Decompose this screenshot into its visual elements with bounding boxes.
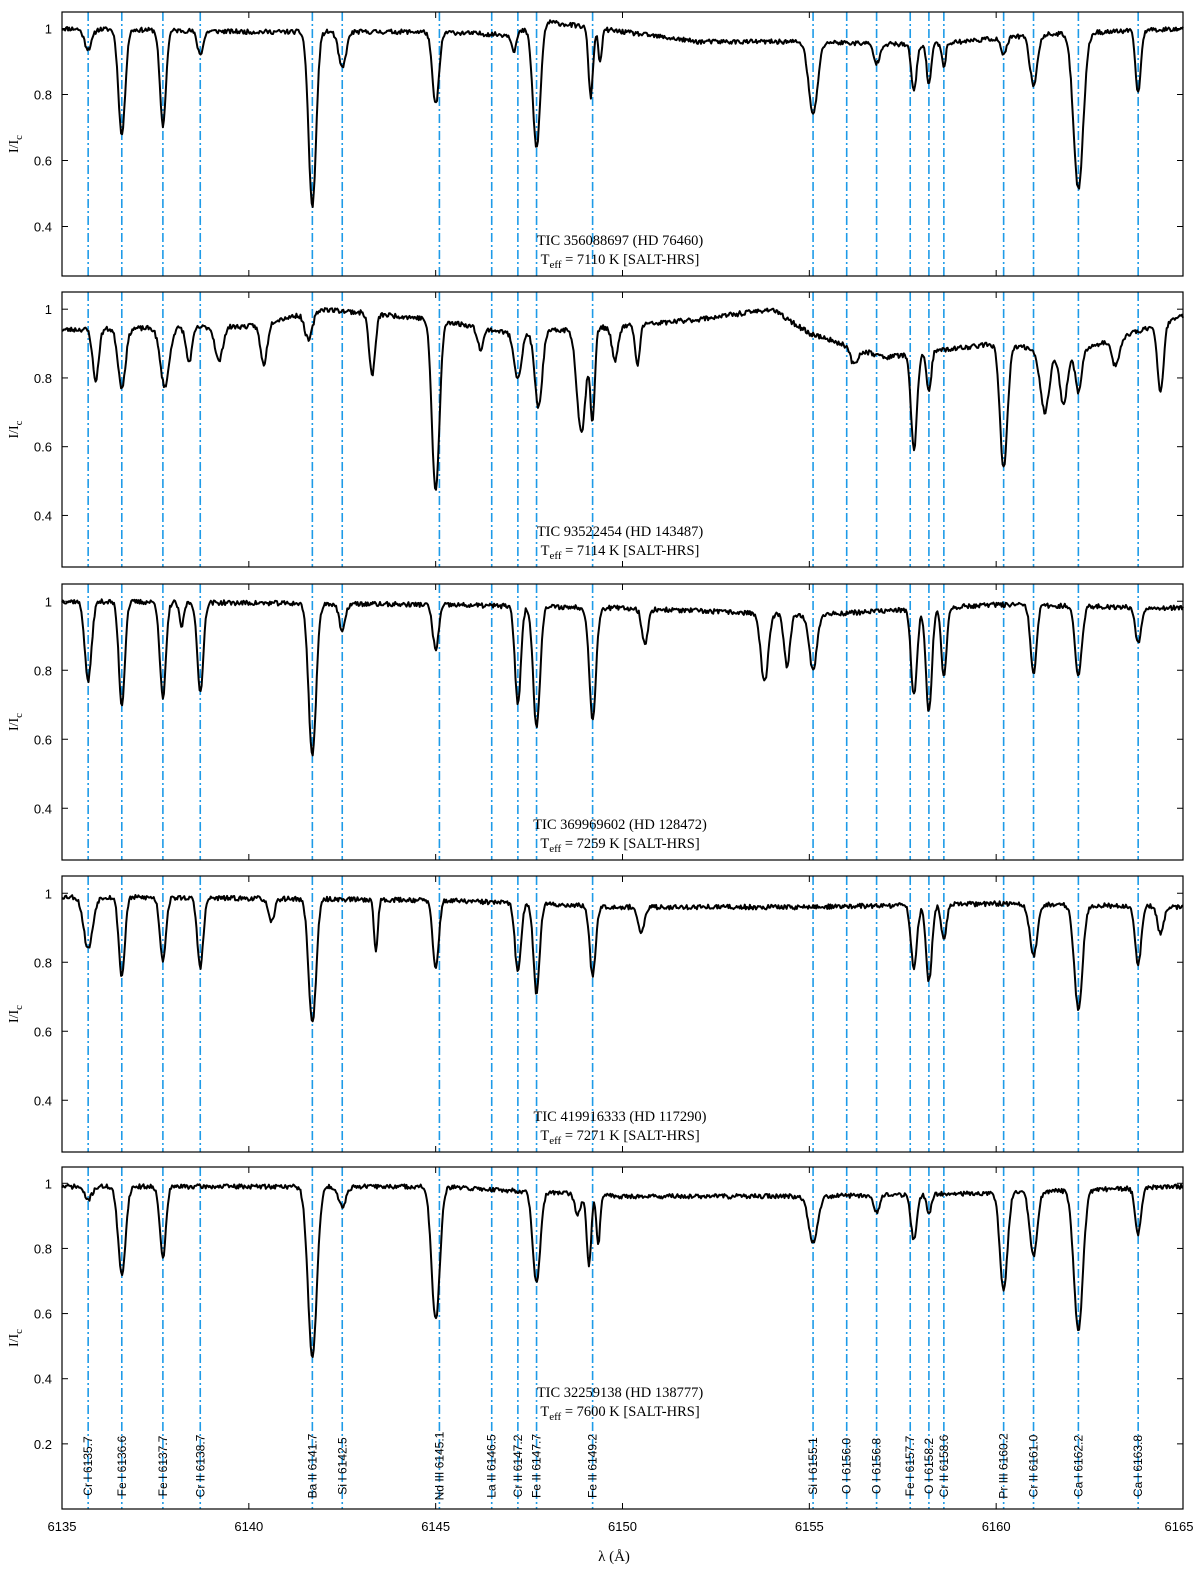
line-id-label: Fe II 6149.2 [586,1434,600,1498]
y-tick-label: 0.8 [34,663,52,678]
star-name: TIC 356088697 (HD 76460) [537,233,704,249]
line-id-label: Ba II 6141.7 [305,1433,319,1498]
line-id-label: O I 6158.2 [922,1438,936,1494]
line-id-label: Cr II 6158.6 [937,1434,951,1497]
y-axis-label: I/Ic [7,1329,25,1347]
star-temperature: Teff = 7600 K [SALT-HRS] [540,1404,699,1423]
y-tick-label: 1 [45,22,52,37]
y-tick-label: 0.4 [34,1372,52,1387]
spectrum-panel: 0.2 0.4 0.6 0.8 1 I/Ic TIC 32259138 (HD 138777… [7,1166,1184,1510]
star-name: TIC 419916333 (HD 117290) [533,1109,706,1125]
y-tick-label: 0.6 [34,440,52,455]
star-temperature: Teff = 7259 K [SALT-HRS] [540,836,699,855]
line-id-label: Cr II 6138.7 [193,1434,207,1497]
spectrum-line [61,598,1184,757]
spectrum-panel: 0.4 0.6 0.8 1 I/Ic TIC 93522454 (HD 143487) Te… [7,291,1184,568]
star-name: TIC 369969602 (HD 128472) [533,817,707,833]
x-tick-label: 6145 [421,1519,450,1534]
line-id-label: Cr I 6135.7 [81,1436,95,1496]
y-tick-label: 0.4 [34,508,52,523]
y-tick-label: 1 [45,1176,52,1191]
x-axis-label: λ (Å) [598,1549,630,1565]
y-tick-label: 0.6 [34,1307,52,1322]
x-tick-label: 6165 [1165,1519,1194,1534]
line-id-label: Fe I 6136.6 [115,1435,129,1496]
line-id-label: Si I 6155.1 [806,1437,820,1495]
y-tick-label: 1 [45,302,52,317]
y-axis-label: I/Ic [7,420,25,438]
spectrum-line [61,1183,1184,1358]
y-tick-label: 1 [45,886,52,901]
spectrum-panel: 0.4 0.6 0.8 1 I/Ic TIC 369969602 (HD 128472) T… [7,583,1184,861]
spectrum-line [61,307,1184,491]
line-id-label: Si I 6142.5 [335,1437,349,1495]
line-labels-layer: Cr I 6135.7 Fe I 6136.6 Fe I 6137.7 Cr II 6… [81,1431,1145,1500]
y-tick-label: 0.8 [34,88,52,103]
line-id-label: Nd III 6145.1 [432,1431,446,1500]
line-id-label: Fe I 6157.7 [903,1435,917,1496]
panels-layer: 0.4 0.6 0.8 1 I/Ic TIC 356088697 (HD 76460) Te… [7,11,1184,1510]
line-id-label: O I 6156.8 [870,1438,884,1494]
star-name: TIC 32259138 (HD 138777) [537,1385,704,1401]
star-name: TIC 93522454 (HD 143487) [537,524,704,540]
line-id-label: Cr II 6147.2 [511,1434,525,1497]
x-tick-label: 6135 [48,1519,77,1534]
line-id-label: O I 6156.0 [840,1438,854,1494]
star-temperature: Teff = 7110 K [SALT-HRS] [541,252,700,271]
line-id-label: Pr III 6160.2 [997,1433,1011,1499]
star-temperature: Teff = 7271 K [SALT-HRS] [540,1128,699,1147]
y-tick-label: 1 [45,594,52,609]
x-tick-label: 6155 [795,1519,824,1534]
x-tick-label: 6150 [608,1519,637,1534]
line-id-label: La II 6146.5 [485,1434,499,1498]
y-tick-label: 0.4 [34,220,52,235]
x-tick-label: 6140 [234,1519,263,1534]
y-axis-label: I/Ic [7,1005,25,1023]
y-tick-label: 0.8 [34,371,52,386]
y-tick-label: 0.4 [34,1093,52,1108]
star-temperature: Teff = 7114 K [SALT-HRS] [541,543,700,562]
y-tick-label: 0.8 [34,1241,52,1256]
panel-frame [61,1166,1184,1510]
y-tick-label: 0.8 [34,955,52,970]
y-tick-label: 0.6 [34,154,52,169]
line-id-label: Ca I 6162.2 [1071,1435,1085,1497]
line-id-label: Cr II 6161.0 [1027,1434,1041,1497]
x-tick-label: 6160 [982,1519,1011,1534]
y-tick-label: 0.6 [34,732,52,747]
y-axis-label: I/Ic [7,713,25,731]
spectrum-panel: 0.4 0.6 0.8 1 I/Ic TIC 356088697 (HD 76460) Te… [7,11,1184,277]
spectrum-panel: 0.4 0.6 0.8 1 I/Ic TIC 419916333 (HD 117290) T… [7,875,1184,1153]
y-axis-label: I/Ic [7,135,25,153]
line-id-label: Fe I 6137.7 [156,1435,170,1496]
y-tick-label: 0.2 [34,1437,52,1452]
spectrum-line [61,19,1184,208]
x-axis: 6135 6140 6145 6150 6155 6160 6165 [48,1519,1194,1534]
line-id-label: Fe II 6147.7 [530,1434,544,1498]
y-tick-label: 0.6 [34,1024,52,1039]
line-id-label: Ca I 6163.8 [1131,1435,1145,1497]
y-tick-label: 0.4 [34,801,52,816]
spectrum-line [61,894,1184,1023]
